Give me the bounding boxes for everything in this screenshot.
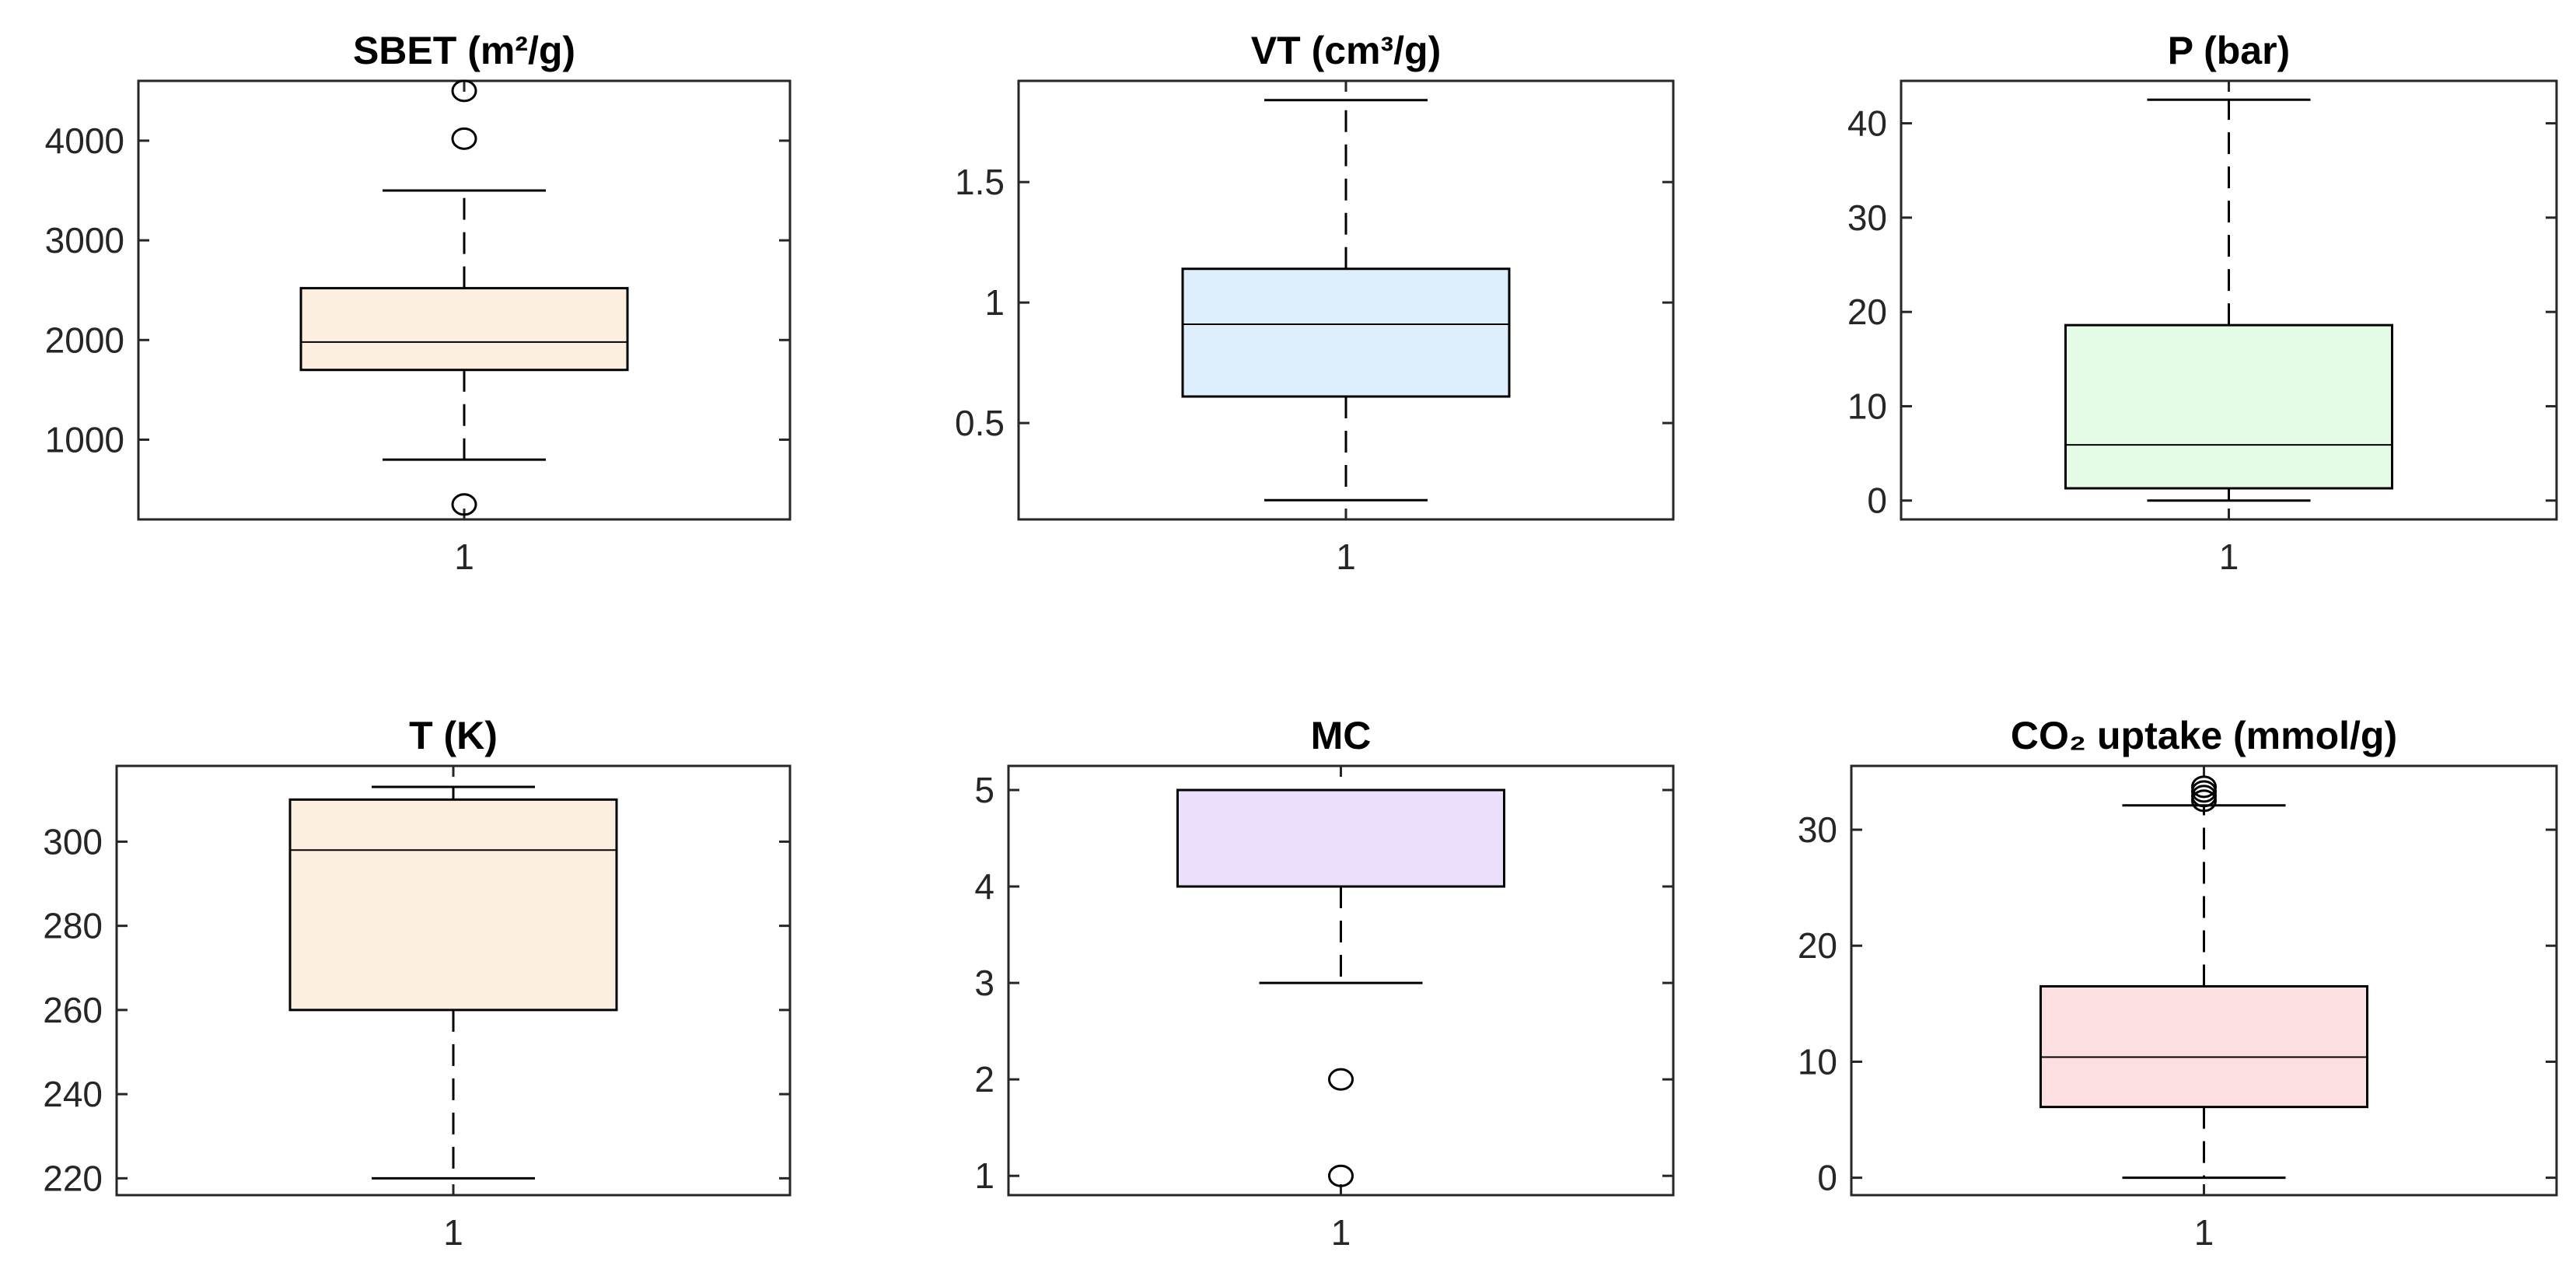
panel-title: SBET (m²/g)	[353, 29, 575, 72]
y-tick-label: 4	[974, 866, 994, 907]
y-tick-label: 240	[43, 1074, 103, 1114]
y-tick-label: 220	[43, 1158, 103, 1198]
panel-4: T (K) 220 240 260 280 300 1	[43, 714, 792, 1253]
outlier-point	[451, 127, 477, 150]
y-tick-label: 2000	[45, 320, 124, 360]
x-tick-label: 1	[2219, 537, 2239, 577]
outlier-point	[2191, 775, 2217, 799]
y-tick-label: 0	[1817, 1158, 1837, 1198]
y-tick-label: 300	[43, 821, 103, 862]
x-tick-label: 1	[454, 537, 474, 577]
panel-title: MC	[1311, 714, 1372, 757]
y-tick-label: 1	[984, 282, 1005, 323]
y-tick-label: 260	[43, 990, 103, 1030]
panel-5: MC 1 2 3 4 5 1	[974, 714, 1675, 1253]
y-tick-label: 40	[1847, 103, 1887, 144]
y-tick-label: 4000	[45, 121, 124, 161]
outlier-point	[451, 493, 477, 516]
panel-1: SBET (m²/g) 1000 2000 3000 4000 1	[45, 29, 792, 577]
box-iqr	[2039, 984, 2368, 1109]
y-tick-label: 280	[43, 906, 103, 946]
y-tick-label: 30	[1798, 809, 1837, 850]
y-tick-label: 20	[1798, 925, 1837, 966]
box-iqr	[288, 798, 618, 1012]
panel-6: CO₂ uptake (mmol/g) 0 10 20 30 1	[1798, 714, 2558, 1253]
y-tick-label: 10	[1798, 1041, 1837, 1082]
y-tick-label: 2	[974, 1059, 994, 1099]
panel-title: CO₂ uptake (mmol/g)	[2011, 714, 2397, 757]
outlier-point	[451, 79, 477, 103]
outlier-point	[1328, 1164, 1354, 1187]
panel-3: P (bar) 0 10 20 30 40 1	[1847, 29, 2558, 577]
x-tick-label: 1	[2194, 1212, 2214, 1253]
y-tick-label: 20	[1847, 292, 1887, 332]
y-tick-label: 10	[1847, 386, 1887, 426]
outlier-point	[1328, 1068, 1354, 1091]
x-tick-label: 1	[1336, 537, 1356, 577]
box-iqr	[1181, 267, 1511, 398]
y-tick-label: 0	[1867, 481, 1887, 521]
y-tick-label: 1000	[45, 419, 124, 460]
x-tick-label: 1	[443, 1212, 463, 1253]
panel-title: T (K)	[409, 714, 498, 757]
y-tick-label: 3000	[45, 220, 124, 260]
y-tick-label: 0.5	[955, 403, 1005, 443]
panel-title: P (bar)	[2168, 29, 2290, 72]
y-tick-label: 30	[1847, 198, 1887, 238]
y-tick-label: 1	[974, 1155, 994, 1196]
y-tick-label: 1.5	[955, 162, 1005, 202]
box-iqr	[1176, 788, 1505, 888]
box-iqr	[299, 287, 629, 372]
y-tick-label: 5	[974, 770, 994, 810]
y-tick-label: 3	[974, 963, 994, 1003]
panel-title: VT (cm³/g)	[1251, 29, 1441, 72]
panel-2: VT (cm³/g) 0.5 1 1.5 1	[955, 29, 1675, 577]
box-iqr	[2064, 323, 2393, 490]
x-tick-label: 1	[1331, 1212, 1351, 1253]
